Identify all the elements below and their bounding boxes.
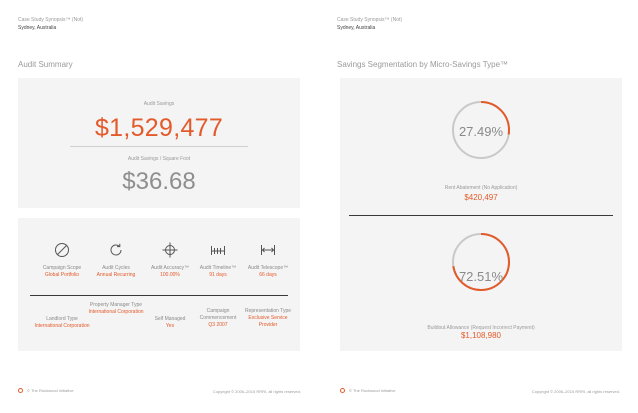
refresh-cycle-icon (110, 243, 122, 256)
metric-audit-timeline: Audit Timeline™ 91 days (190, 242, 246, 279)
metric-label: Audit Cycles (102, 265, 130, 271)
metric-label: Audit Accuracy™ (150, 265, 190, 271)
audit-savings-value: $1,529,477 (94, 114, 224, 142)
metric-self-managed: Self Managed Yes (142, 316, 198, 330)
divider (30, 295, 288, 296)
metric-label: Representation Type (244, 308, 292, 314)
compass-icon (55, 243, 69, 257)
metric-value: Yes (165, 323, 175, 329)
span-arrows-icon (261, 245, 275, 255)
metric-value: International Corporation (34, 323, 90, 329)
crosshair-icon (162, 242, 178, 258)
section-title: Savings Segmentation by Micro-Savings Ty… (337, 60, 509, 69)
footer-copyright: Copyright © 2006–2015 RRRI, all rights r… (531, 389, 620, 394)
left-page: Case Study Synopsis™ (Not) Sydney, Austr… (18, 17, 301, 394)
per-sqft-label: Audit Savings / Square Foot (127, 156, 191, 162)
savings-segmentation-panel: 27.49% Rent Abatement (No Application) $… (340, 78, 622, 351)
segment-amount: $420,497 (464, 193, 498, 202)
segment-percent: 72.51% (458, 269, 504, 284)
header-title: Case Study Synopsis™ (Not) (18, 17, 84, 23)
metric-label: Landlord Type (46, 316, 78, 322)
metric-property-manager-type: Property Manager Type International Corp… (88, 302, 144, 316)
right-page: Case Study Synopsis™ (Not) Sydney, Austr… (319, 0, 638, 413)
segment-percent: 27.49% (458, 124, 504, 139)
metric-audit-accuracy: Audit Accuracy™ 100.00% (142, 242, 198, 279)
timeline-ruler-icon (211, 246, 225, 255)
divider (349, 215, 613, 216)
metric-label: Campaign Commencement (199, 308, 237, 321)
ring-arc (452, 101, 510, 159)
metric-value: 100.00% (160, 272, 180, 278)
footer-brand-text: © The Rockwood Initiative (27, 388, 74, 393)
metric-audit-telescope: Audit Telescope™ 66 days (240, 242, 296, 279)
per-sqft-value: $36.68 (122, 168, 196, 195)
metric-audit-cycles: Audit Cycles Annual Recurring (88, 242, 144, 279)
header-location: Sydney, Australia (337, 25, 376, 31)
segment-caption: Rent Abatement (No Application) (444, 185, 518, 191)
donut-ring-rent-abatement (452, 101, 510, 159)
metric-value: 66 days (259, 272, 277, 278)
metric-campaign-commencement: Campaign Commencement Q3 2007 (190, 308, 246, 329)
audit-savings-panel: Audit Savings $1,529,477 Audit Savings /… (18, 78, 300, 208)
metric-label: Audit Telescope™ (247, 265, 289, 271)
divider (70, 146, 248, 147)
ring-arc (452, 233, 510, 291)
footer-copyright: Copyright © 2006–2015 RRRI, all rights r… (212, 389, 301, 394)
metric-value: International Corporation (88, 309, 144, 315)
header-title: Case Study Synopsis™ (Not) (337, 17, 403, 23)
header-location: Sydney, Australia (18, 25, 57, 31)
metric-value: Q3 2007 (208, 322, 228, 328)
segment-caption: Buildout Allowance (Request Incorrect Pa… (427, 325, 535, 331)
section-title: Audit Summary (18, 60, 73, 69)
metric-landlord-type: Landlord Type International Corporation (34, 316, 90, 330)
metric-label: Self Managed (154, 316, 186, 322)
metric-value: Exclusive Service Provider (248, 315, 288, 328)
metric-campaign-scope: Campaign Scope Global Portfolio (34, 242, 90, 279)
metric-value: Annual Recurring (96, 272, 136, 278)
metric-label: Campaign Scope (42, 265, 82, 271)
brand-logo-icon (340, 388, 345, 393)
metric-value: Global Portfolio (44, 272, 80, 278)
brand-logo-icon (18, 388, 23, 393)
footer-brand: © The Rockwood Initiative (18, 388, 73, 393)
audit-savings-label: Audit Savings (143, 101, 175, 107)
donut-ring-buildout-allowance (452, 233, 510, 291)
footer-brand: © The Rockwood Initiative (340, 388, 395, 393)
segment-amount: $1,108,980 (460, 331, 502, 340)
audit-metrics-panel: Campaign Scope Global Portfolio Audit Cy… (18, 218, 300, 351)
metric-label: Property Manager Type (89, 302, 143, 308)
metric-value: 91 days (209, 272, 227, 278)
metric-representation-type: Representation Type Exclusive Service Pr… (240, 308, 296, 329)
metric-label: Audit Timeline™ (199, 265, 237, 271)
footer-brand-text: © The Rockwood Initiative (349, 388, 396, 393)
